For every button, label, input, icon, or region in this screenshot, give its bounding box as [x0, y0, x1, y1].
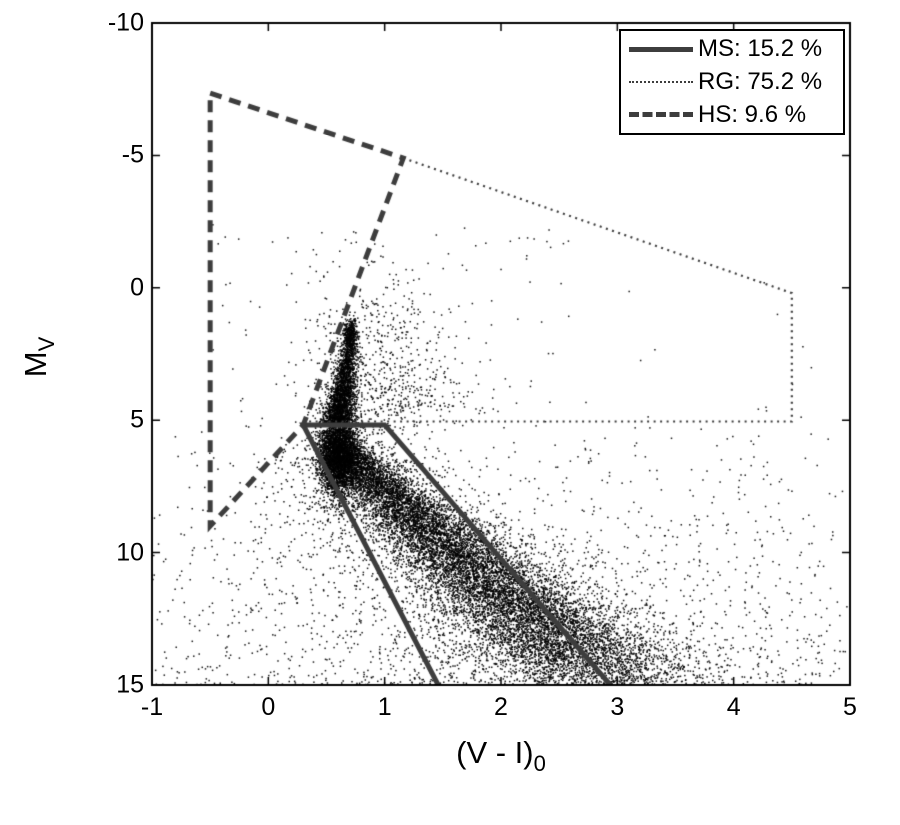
y-tick-label: 15 — [116, 670, 144, 699]
y-tick-label: 5 — [130, 405, 144, 434]
y-axis-label-sub: V — [34, 336, 59, 352]
y-tick-label: 0 — [130, 273, 144, 302]
legend-label-ms: MS: 15.2 % — [698, 35, 823, 63]
legend-label-hs: HS: 9.6 % — [698, 100, 807, 128]
y-tick-label: -10 — [107, 8, 144, 37]
x-tick-label: -1 — [140, 693, 164, 721]
y-axis-label-main: M — [18, 351, 53, 378]
legend-entry-hs: HS: 9.6 % — [629, 101, 835, 129]
x-tick-label: 1 — [377, 693, 392, 721]
y-tick-label: -5 — [121, 140, 144, 169]
x-axis-label-sub: 0 — [533, 751, 546, 776]
legend-label-rg: RG: 75.2 % — [698, 67, 823, 95]
legend: MS: 15.2 % RG: 75.2 % HS: 9.6 % — [619, 29, 845, 135]
x-tick-label: 3 — [610, 693, 625, 721]
x-axis-label-main: (V - I) — [456, 735, 534, 770]
legend-entry-ms: MS: 15.2 % — [629, 35, 835, 63]
legend-line-dotted-icon — [629, 80, 693, 83]
legend-entry-rg: RG: 75.2 % — [629, 68, 835, 96]
y-axis-label: MV — [18, 302, 60, 412]
x-tick-label: 2 — [494, 693, 508, 721]
x-tick-label: 5 — [843, 693, 857, 721]
x-axis-label: (V - I)0 — [456, 735, 546, 777]
x-tick-label: 4 — [726, 693, 741, 721]
legend-line-solid-icon — [629, 46, 693, 52]
y-tick-label: 10 — [116, 538, 144, 567]
x-tick-label: 0 — [261, 693, 276, 721]
legend-line-dashed-icon — [629, 112, 693, 118]
